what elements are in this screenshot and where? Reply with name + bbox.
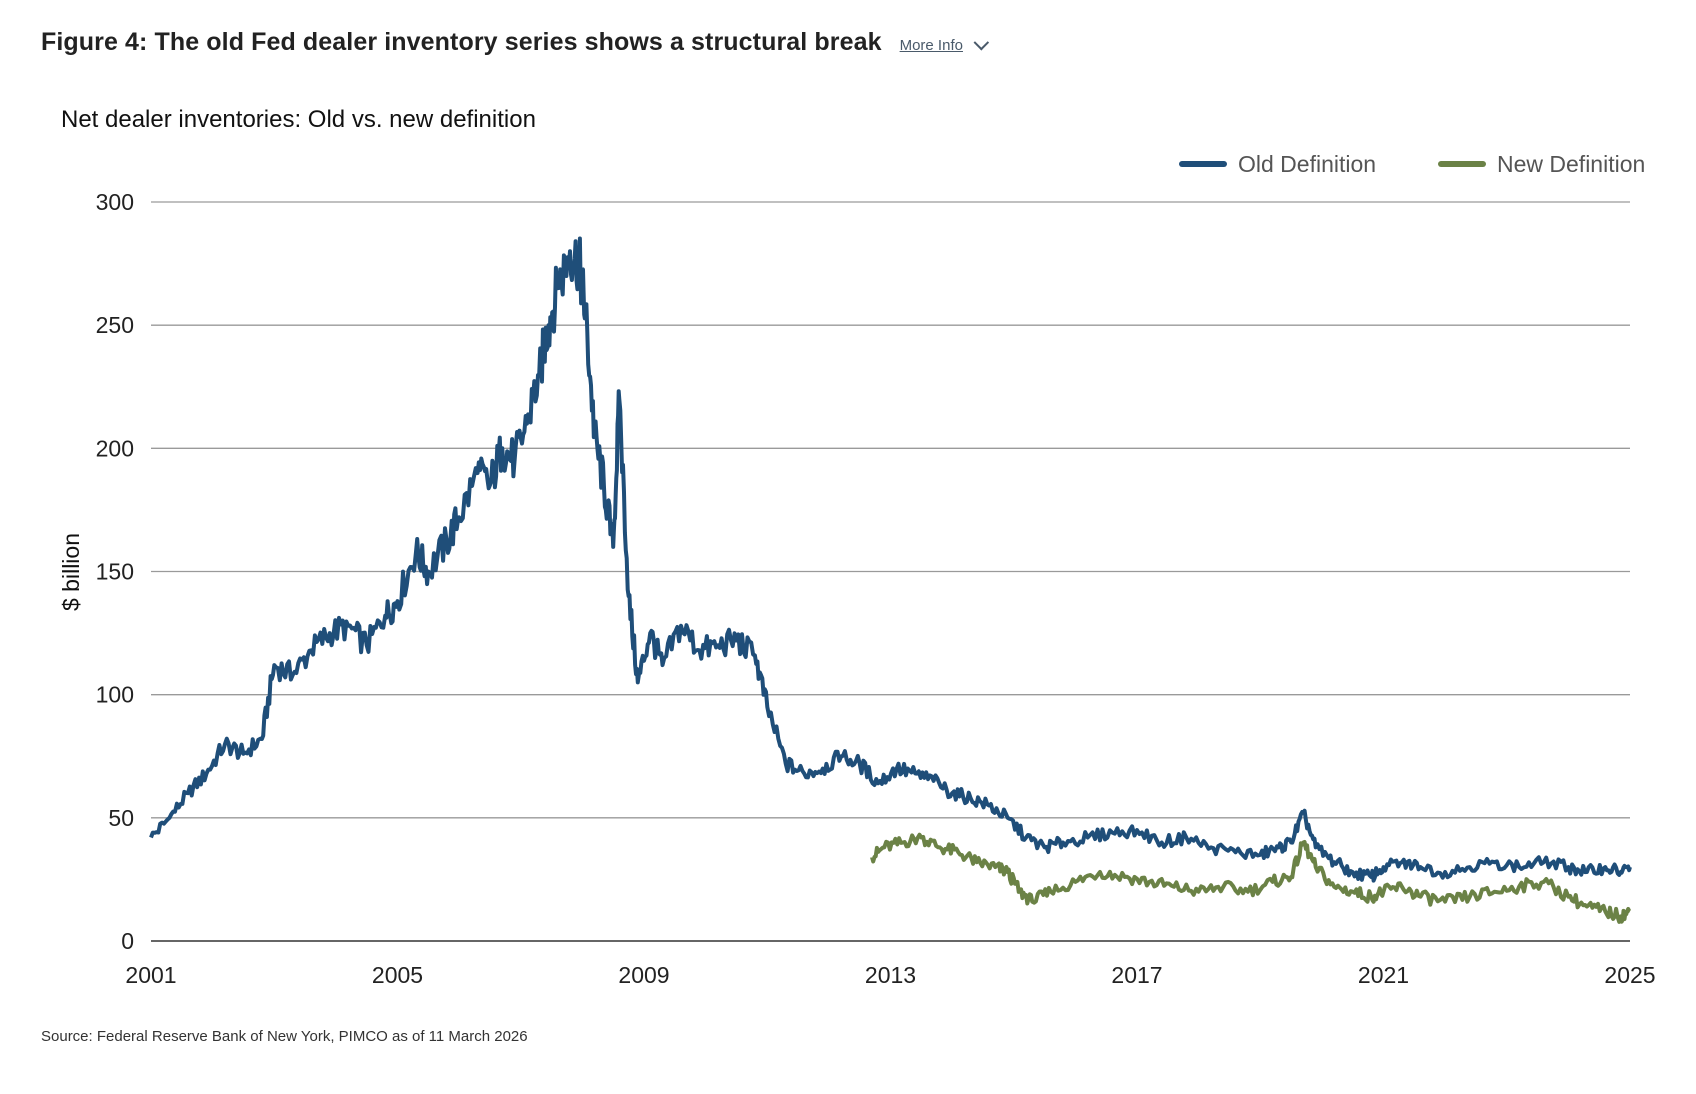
gridlines <box>151 201 1630 942</box>
x-tick-label: 2009 <box>618 962 669 988</box>
x-tick-label: 2017 <box>1111 962 1162 988</box>
more-info-link[interactable]: More Info <box>899 34 990 54</box>
y-tick-label: 0 <box>121 928 134 954</box>
series-line-old-definition <box>149 236 1632 883</box>
y-tick-label: 250 <box>96 312 134 338</box>
series-line-new-definition <box>870 832 1632 924</box>
y-tick-label: 50 <box>108 805 134 831</box>
legend-label-new: New Definition <box>1497 151 1645 177</box>
y-axis-label: $ billion <box>58 533 84 611</box>
legend: Old Definition New Definition <box>1179 151 1645 177</box>
y-tick-label: 100 <box>96 682 134 708</box>
more-info-label: More Info <box>899 37 963 54</box>
series-lines <box>149 236 1632 924</box>
x-tick-label: 2021 <box>1358 962 1409 988</box>
y-tick-labels: 0 50 100 150 200 250 300 <box>96 189 134 954</box>
x-tick-label: 2013 <box>865 962 916 988</box>
y-tick-label: 300 <box>96 189 134 215</box>
x-tick-label: 2005 <box>372 962 423 988</box>
figure-title: Figure 4: The old Fed dealer inventory s… <box>41 28 882 56</box>
figure-header: Figure 4: The old Fed dealer inventory s… <box>41 28 990 57</box>
x-tick-label: 2001 <box>125 962 176 988</box>
x-tick-label: 2025 <box>1604 962 1655 988</box>
x-tick-labels: 2001 2005 2009 2013 2017 2021 2025 <box>125 962 1655 988</box>
y-tick-label: 200 <box>96 435 134 461</box>
legend-label-old: Old Definition <box>1238 151 1376 177</box>
chart-subtitle: Net dealer inventories: Old vs. new defi… <box>61 106 536 133</box>
y-tick-label: 150 <box>96 559 134 585</box>
source-note: Source: Federal Reserve Bank of New York… <box>41 1028 528 1045</box>
